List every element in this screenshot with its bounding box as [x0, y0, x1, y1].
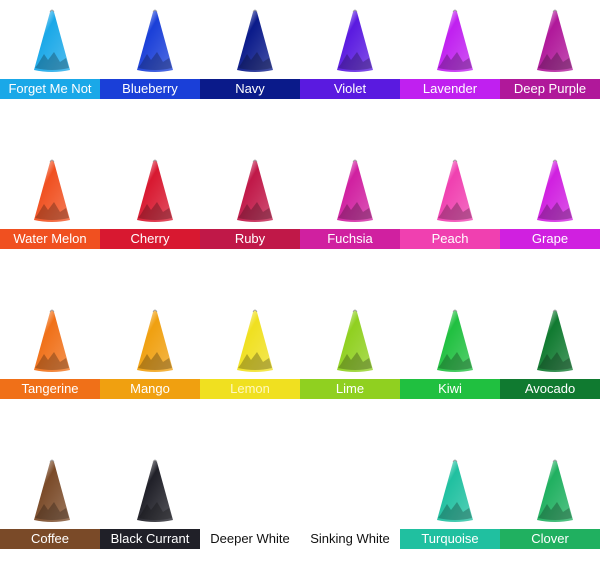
color-swatch: Ruby [200, 150, 300, 287]
cone-lamp-icon [437, 9, 473, 72]
color-swatch: Avocado [500, 300, 600, 437]
swatch-row: Tangerine Mango Lemon Lime [0, 300, 600, 437]
color-label: Turquoise [400, 529, 500, 549]
cone-lamp-icon [34, 9, 70, 72]
color-label: Black Currant [100, 529, 200, 549]
color-label: Sinking White [300, 529, 400, 549]
color-swatch: Cherry [100, 150, 200, 287]
color-label: Lavender [400, 79, 500, 99]
color-label: Water Melon [0, 229, 100, 249]
color-label: Grape [500, 229, 600, 249]
color-label: Clover [500, 529, 600, 549]
cone-lamp-icon [137, 159, 173, 222]
cone-lamp-icon [237, 309, 273, 372]
color-swatch: Deeper White [200, 450, 300, 587]
color-swatch: Fuchsia [300, 150, 400, 287]
cone-lamp-icon [34, 459, 70, 522]
color-swatch: Sinking White [300, 450, 400, 587]
color-label: Kiwi [400, 379, 500, 399]
cone-lamp-icon [137, 459, 173, 522]
cone-lamp-icon [437, 309, 473, 372]
swatch-row: Water Melon Cherry Ruby Fuchsia [0, 150, 600, 287]
color-label: Ruby [200, 229, 300, 249]
color-label: Coffee [0, 529, 100, 549]
swatch-row: Coffee Black Currant Deeper White Sinking … [0, 450, 600, 587]
cone-lamp-icon [337, 309, 373, 372]
cone-lamp-icon [34, 159, 70, 222]
cone-lamp-icon [537, 9, 573, 72]
cone-lamp-icon [337, 159, 373, 222]
cone-lamp-icon [137, 9, 173, 72]
color-swatch: Lemon [200, 300, 300, 437]
color-label: Tangerine [0, 379, 100, 399]
color-label: Mango [100, 379, 200, 399]
color-swatch: Forget Me Not [0, 0, 100, 137]
color-label: Fuchsia [300, 229, 400, 249]
cone-lamp-icon [537, 309, 573, 372]
cone-lamp-icon [237, 9, 273, 72]
color-swatch: Black Currant [100, 450, 200, 587]
color-swatch: Mango [100, 300, 200, 437]
swatch-row: Forget Me Not Blueberry Navy Violet [0, 0, 600, 137]
cone-lamp-icon [437, 459, 473, 522]
color-swatch: Blueberry [100, 0, 200, 137]
color-label: Lime [300, 379, 400, 399]
color-swatch: Kiwi [400, 300, 500, 437]
color-swatch: Lime [300, 300, 400, 437]
cone-lamp-icon [137, 309, 173, 372]
color-swatch: Tangerine [0, 300, 100, 437]
color-label: Forget Me Not [0, 79, 100, 99]
cone-lamp-icon [437, 159, 473, 222]
color-swatch: Coffee [0, 450, 100, 587]
cone-lamp-icon [537, 159, 573, 222]
color-label: Lemon [200, 379, 300, 399]
color-label: Violet [300, 79, 400, 99]
cone-lamp-icon [34, 309, 70, 372]
color-swatch: Violet [300, 0, 400, 137]
color-label: Blueberry [100, 79, 200, 99]
color-swatch: Water Melon [0, 150, 100, 287]
color-swatch: Turquoise [400, 450, 500, 587]
cone-lamp-icon [237, 159, 273, 222]
color-swatch: Navy [200, 0, 300, 137]
color-swatch: Lavender [400, 0, 500, 137]
color-label: Avocado [500, 379, 600, 399]
cone-lamp-icon [537, 459, 573, 522]
color-swatch: Peach [400, 150, 500, 287]
color-swatch: Clover [500, 450, 600, 587]
color-label: Peach [400, 229, 500, 249]
cone-lamp-icon [337, 9, 373, 72]
color-swatch: Deep Purple [500, 0, 600, 137]
color-label: Deep Purple [500, 79, 600, 99]
color-swatch: Grape [500, 150, 600, 287]
color-label: Deeper White [200, 529, 300, 549]
color-label: Navy [200, 79, 300, 99]
color-label: Cherry [100, 229, 200, 249]
